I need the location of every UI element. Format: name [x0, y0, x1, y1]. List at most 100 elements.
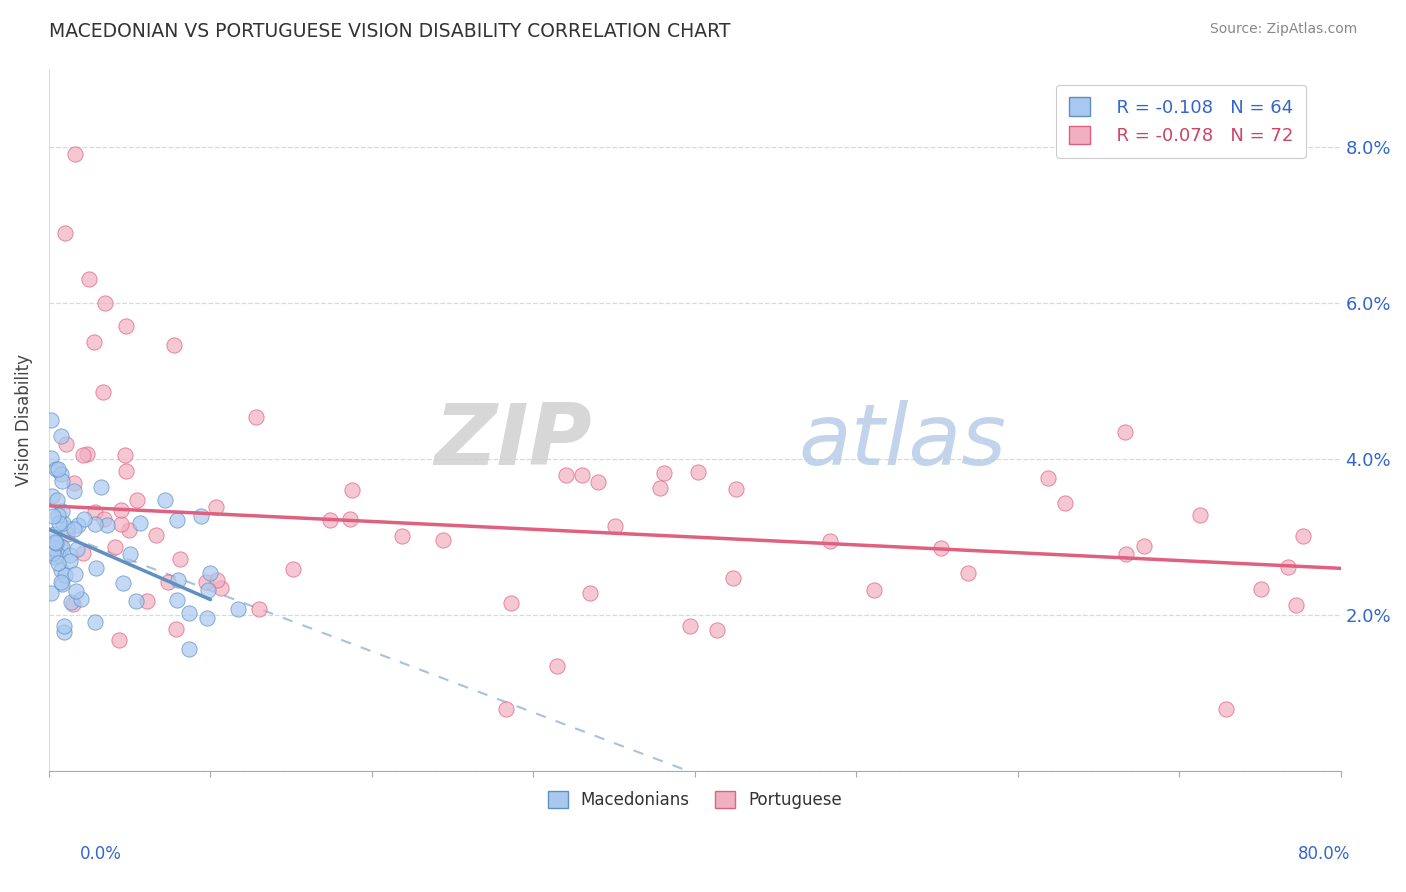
Point	[46, 556, 69, 570]
Point	[652, 466, 675, 480]
Point	[107, 633, 129, 648]
Point	[42, 526, 65, 541]
Point	[1250, 582, 1272, 597]
Point	[204, 500, 226, 515]
Point	[247, 602, 270, 616]
Point	[162, 338, 184, 352]
Point	[956, 566, 979, 580]
Point	[1292, 529, 1315, 543]
Point	[69, 591, 91, 606]
Point	[1277, 559, 1299, 574]
Text: 80.0%: 80.0%	[1298, 845, 1351, 863]
Point	[94, 295, 117, 310]
Point	[110, 516, 132, 531]
Point	[1133, 539, 1156, 553]
Point	[83, 506, 105, 520]
Point	[51, 475, 73, 489]
Point	[340, 483, 363, 497]
Point	[39, 413, 62, 427]
Point	[51, 562, 73, 576]
Point	[46, 508, 69, 522]
Point	[554, 467, 576, 482]
Legend: Macedonians, Portuguese: Macedonians, Portuguese	[541, 784, 849, 816]
Point	[571, 467, 593, 482]
Point	[46, 462, 69, 476]
Point	[432, 533, 454, 547]
Point	[44, 550, 66, 565]
Point	[115, 319, 138, 334]
Point	[195, 575, 218, 590]
Point	[1115, 547, 1137, 561]
Point	[136, 594, 159, 608]
Point	[48, 516, 70, 530]
Point	[49, 539, 72, 553]
Point	[67, 517, 90, 532]
Point	[197, 583, 219, 598]
Point	[226, 602, 249, 616]
Point	[83, 615, 105, 630]
Point	[391, 529, 413, 543]
Point	[166, 593, 188, 607]
Point	[195, 611, 218, 625]
Point	[145, 528, 167, 542]
Point	[59, 594, 82, 608]
Point	[125, 493, 148, 508]
Point	[52, 625, 75, 640]
Point	[679, 619, 702, 633]
Point	[44, 535, 66, 549]
Point	[45, 536, 67, 550]
Point	[706, 623, 728, 637]
Point	[495, 702, 517, 716]
Point	[177, 642, 200, 657]
Point	[725, 482, 748, 496]
Point	[118, 547, 141, 561]
Point	[79, 272, 101, 286]
Point	[721, 571, 744, 585]
Point	[59, 548, 82, 562]
Point	[72, 448, 94, 462]
Point	[84, 517, 107, 532]
Point	[42, 541, 65, 555]
Point	[42, 508, 65, 523]
Point	[46, 492, 69, 507]
Point	[209, 581, 232, 595]
Point	[55, 521, 77, 535]
Point	[177, 606, 200, 620]
Point	[166, 513, 188, 527]
Text: 0.0%: 0.0%	[80, 845, 122, 863]
Point	[1285, 599, 1308, 613]
Point	[1054, 496, 1077, 510]
Point	[205, 573, 228, 587]
Point	[59, 554, 82, 568]
Point	[1189, 508, 1212, 522]
Point	[55, 437, 77, 451]
Point	[157, 574, 180, 589]
Point	[84, 561, 107, 575]
Point	[929, 541, 952, 555]
Point	[62, 597, 84, 611]
Point	[52, 516, 75, 531]
Point	[45, 462, 67, 476]
Point	[63, 147, 86, 161]
Point	[818, 534, 841, 549]
Point	[96, 518, 118, 533]
Point	[72, 546, 94, 560]
Text: ZIP: ZIP	[434, 400, 592, 483]
Point	[190, 508, 212, 523]
Point	[245, 409, 267, 424]
Text: MACEDONIAN VS PORTUGUESE VISION DISABILITY CORRELATION CHART: MACEDONIAN VS PORTUGUESE VISION DISABILI…	[49, 22, 731, 41]
Point	[686, 465, 709, 479]
Point	[53, 226, 76, 240]
Point	[198, 566, 221, 580]
Point	[83, 334, 105, 349]
Point	[55, 527, 77, 541]
Point	[39, 541, 62, 555]
Point	[39, 451, 62, 466]
Point	[586, 475, 609, 490]
Point	[1114, 425, 1136, 439]
Point	[41, 489, 63, 503]
Y-axis label: Vision Disability: Vision Disability	[15, 354, 32, 486]
Point	[153, 492, 176, 507]
Point	[650, 481, 672, 495]
Point	[165, 622, 187, 636]
